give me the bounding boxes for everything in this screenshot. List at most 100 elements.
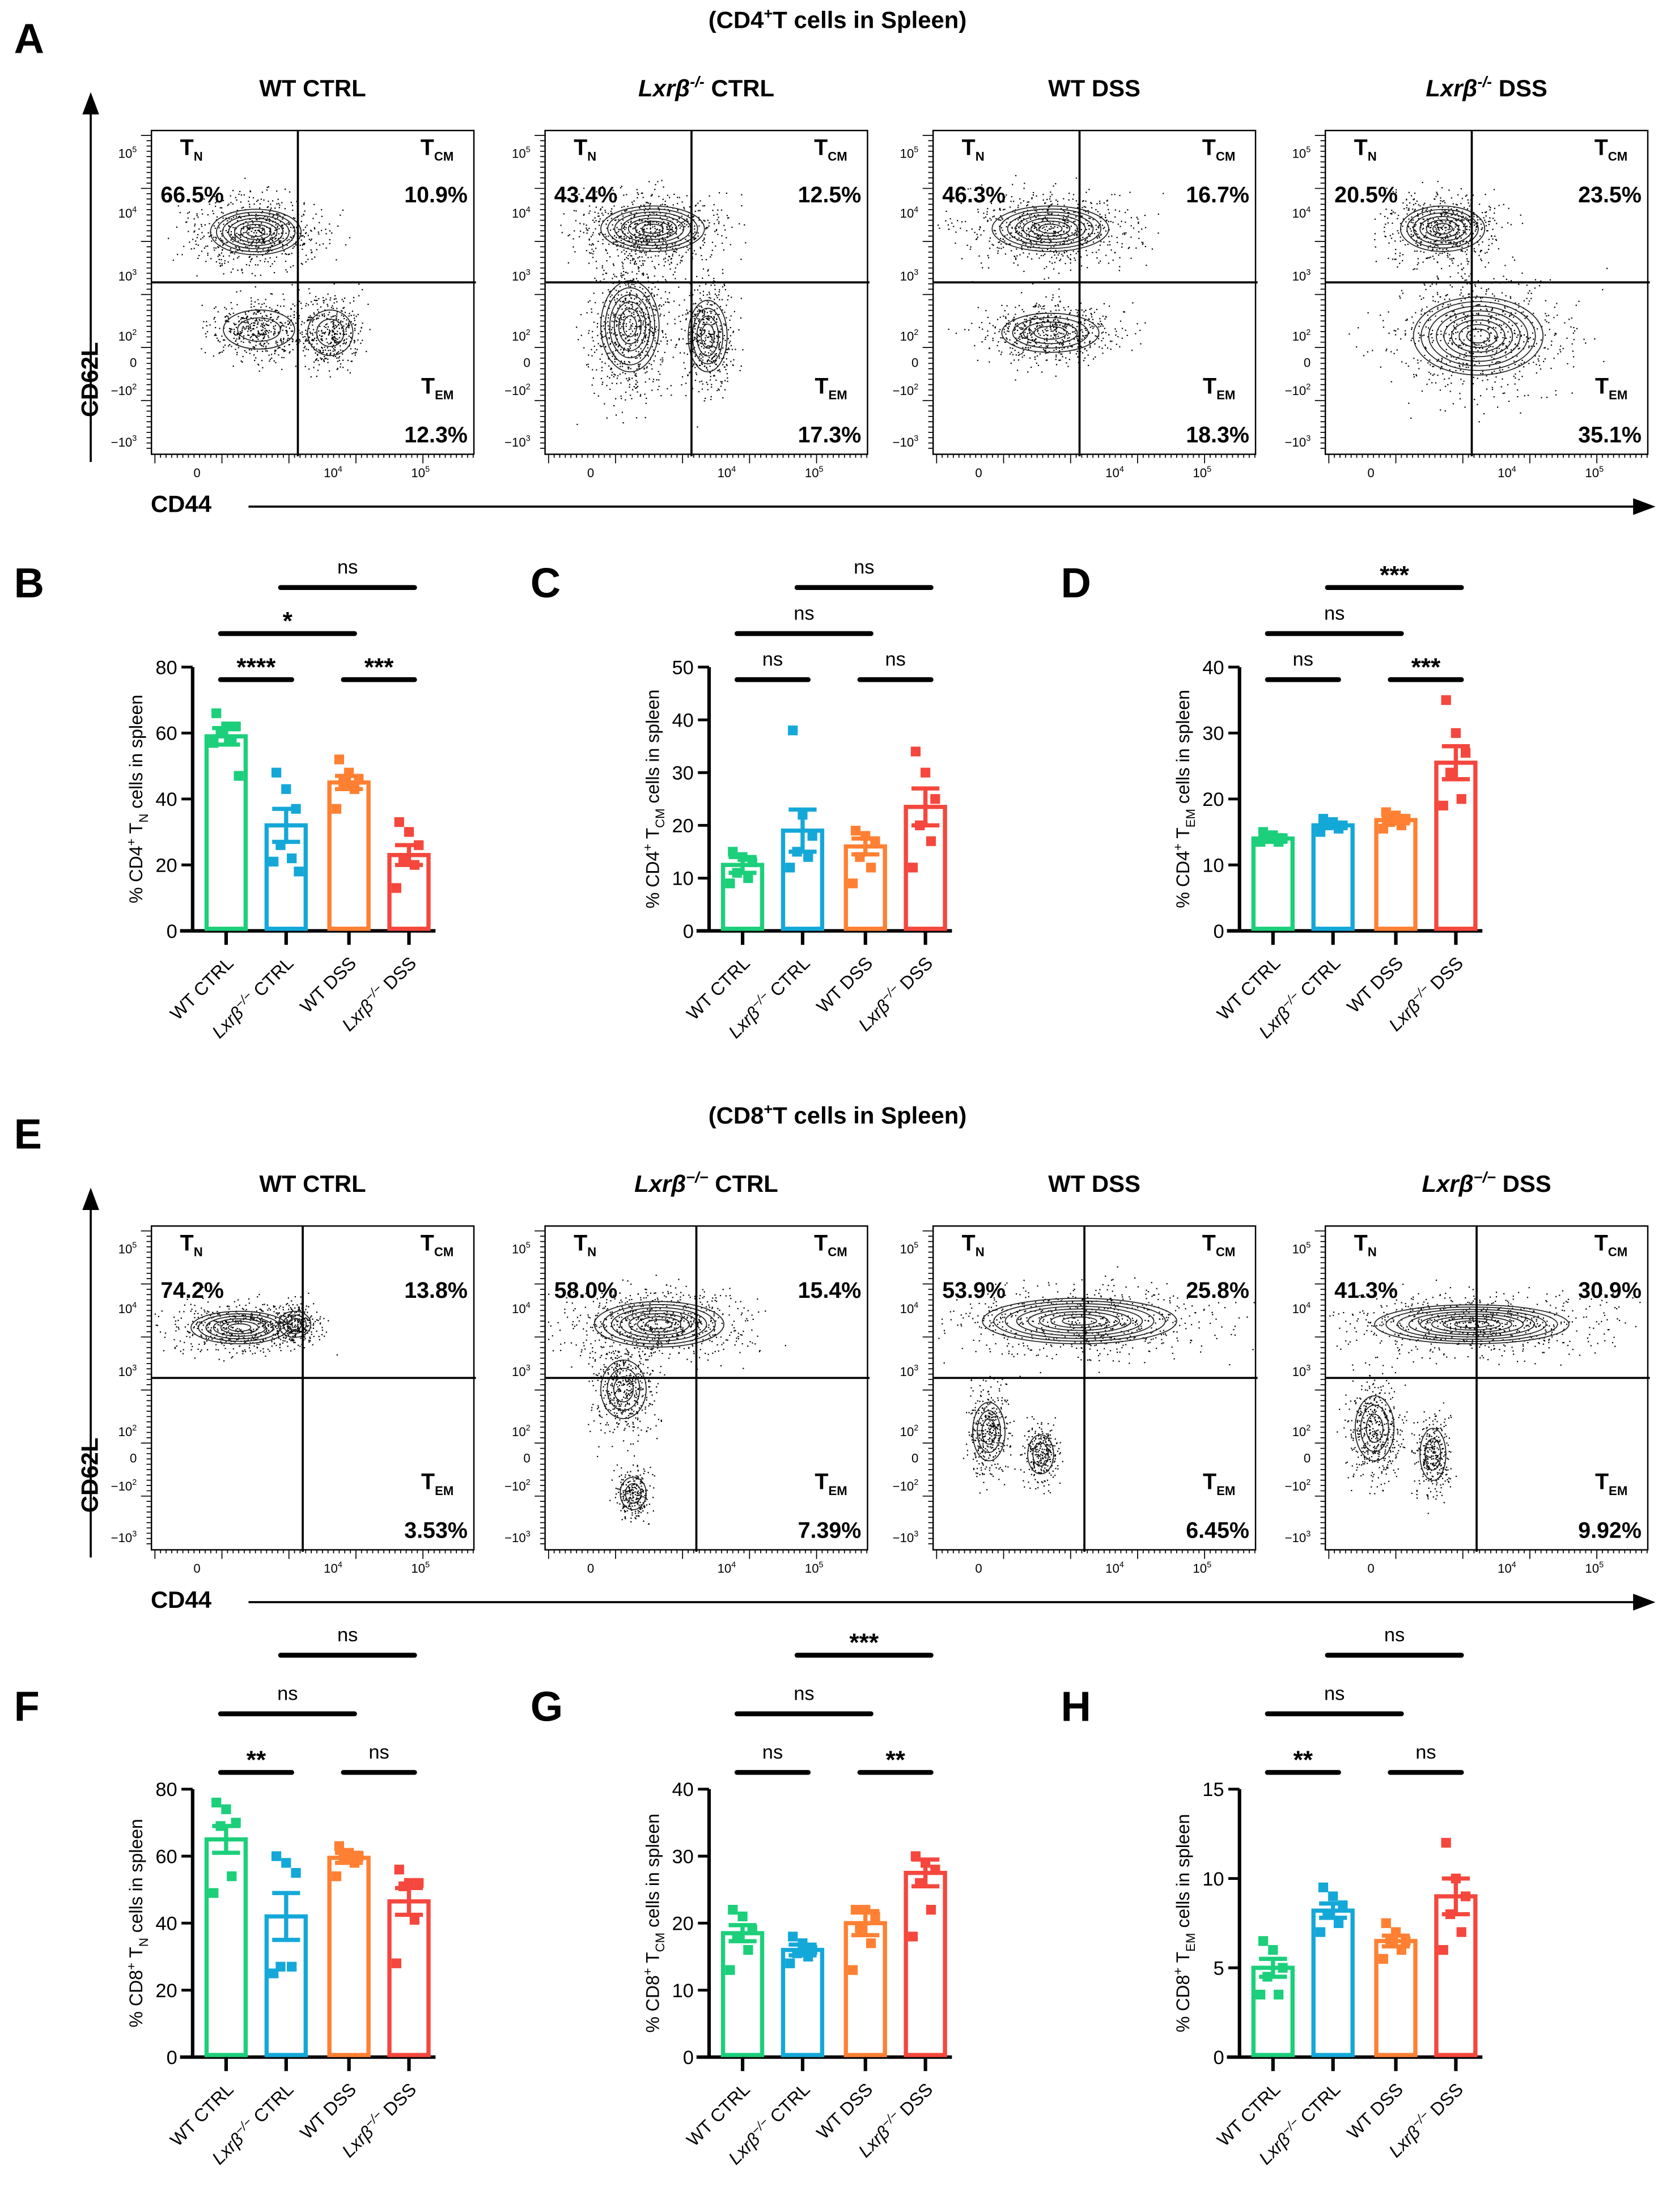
event-dot [278, 354, 279, 355]
event-dot [678, 237, 679, 239]
event-dot [601, 378, 602, 379]
event-dot [250, 261, 251, 262]
event-dot [651, 195, 652, 196]
event-dot [270, 314, 272, 315]
event-dot [1042, 319, 1044, 320]
event-dot [270, 266, 271, 267]
event-dot [219, 328, 220, 329]
event-dot [630, 368, 631, 369]
event-dot [1038, 224, 1040, 226]
event-dot [1047, 320, 1048, 321]
event-dot [621, 213, 622, 214]
event-dot [945, 220, 946, 222]
event-dot [664, 315, 665, 316]
event-dot [646, 274, 647, 275]
event-dot [705, 337, 706, 338]
event-dot [1089, 225, 1090, 226]
event-dot [303, 343, 304, 344]
event-dot [629, 329, 630, 330]
event-dot [719, 358, 720, 359]
event-dot [306, 303, 307, 304]
event-dot [976, 238, 977, 239]
event-dot [730, 244, 731, 245]
event-dot [699, 200, 701, 201]
event-dot [698, 305, 699, 307]
event-dot [252, 339, 253, 340]
event-dot [261, 333, 262, 334]
event-dot [603, 270, 604, 271]
event-dot [710, 341, 711, 342]
event-dot [1055, 331, 1057, 332]
event-dot [725, 289, 726, 290]
event-dot [1073, 251, 1074, 252]
event-dot [336, 259, 337, 260]
event-dot [1029, 231, 1030, 232]
event-dot [1037, 355, 1038, 356]
event-dot [237, 343, 238, 345]
event-dot [710, 350, 711, 351]
event-dot [355, 316, 357, 317]
event-dot [1045, 350, 1046, 351]
event-dot [286, 326, 287, 328]
event-dot [275, 325, 276, 326]
event-dot [612, 278, 613, 279]
event-dot [1066, 218, 1067, 219]
event-dot [1047, 330, 1048, 331]
event-dot [693, 363, 694, 364]
event-dot [206, 325, 207, 326]
event-dot [314, 300, 315, 301]
event-dot [989, 348, 990, 349]
event-dot [665, 214, 666, 215]
event-dot [228, 218, 230, 219]
event-dot [253, 312, 255, 313]
event-dot [675, 278, 676, 279]
tick-base: 10 [411, 466, 425, 480]
event-dot [591, 349, 592, 350]
event-dot [335, 298, 336, 299]
event-dot [187, 213, 188, 214]
event-dot [280, 338, 281, 339]
event-dot [580, 314, 582, 315]
event-dot [290, 308, 291, 309]
tick-exp: 3 [526, 270, 531, 278]
event-dot [1040, 354, 1041, 355]
event-dot [203, 321, 204, 322]
event-dot [567, 235, 569, 236]
event-dot [254, 322, 255, 324]
event-dot [336, 301, 337, 302]
event-dot [679, 254, 680, 256]
event-dot [1139, 330, 1140, 331]
event-dot [262, 334, 263, 336]
event-dot [617, 375, 618, 376]
event-dot [1053, 337, 1054, 338]
event-dot [288, 324, 289, 325]
event-dot [1046, 340, 1048, 341]
event-dot [272, 294, 273, 295]
event-dot [634, 372, 635, 373]
event-dot [665, 334, 666, 335]
tick-exp: 3 [914, 436, 918, 444]
event-dot [1434, 258, 1435, 260]
event-dot [622, 275, 623, 276]
y-tick-marks [921, 130, 940, 455]
event-dot [1063, 307, 1065, 308]
event-dot [1005, 316, 1006, 317]
event-dot [670, 269, 671, 270]
event-dot [222, 235, 223, 236]
event-dot [667, 388, 668, 389]
event-dot [319, 315, 320, 316]
event-dot [703, 237, 705, 239]
event-dot [329, 330, 330, 332]
event-dot [238, 194, 239, 195]
event-dot [1031, 244, 1032, 245]
event-dot [189, 211, 190, 213]
event-dot [315, 353, 316, 354]
event-dot [326, 338, 327, 339]
event-dot [702, 389, 703, 390]
event-dot [1015, 175, 1016, 176]
event-dot [235, 197, 236, 198]
event-dot [722, 309, 723, 311]
event-dot [697, 311, 698, 312]
event-dot [618, 280, 620, 281]
event-dot [722, 397, 723, 398]
